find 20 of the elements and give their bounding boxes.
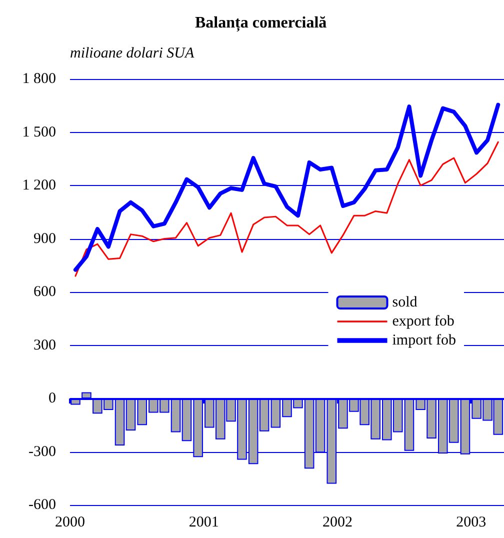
line-series (74, 141, 499, 277)
y-tick-label: 1 800 (22, 71, 56, 87)
y-tick-label: 1 200 (22, 178, 56, 194)
y-tick-label: 900 (34, 230, 56, 247)
x-tick-label: 2000 (55, 514, 85, 530)
legend-label: sold (392, 294, 418, 310)
x-tick-label: 2002 (322, 514, 352, 530)
y-tick-label: 300 (34, 337, 56, 354)
y-tick-label: 1 500 (22, 124, 56, 140)
y-tick-label: -300 (28, 444, 56, 460)
y-axis-title: milioane dolari SUA (70, 46, 195, 62)
chart-title: Balanța comercială (195, 14, 327, 32)
x-tick-label: 2003 (456, 514, 486, 530)
y-tick-label: 600 (34, 284, 56, 300)
legend-label: import fob (392, 332, 456, 348)
x-tick-label: 2001 (188, 514, 219, 530)
y-tick-label: -600 (28, 497, 56, 513)
y-tick-label: 0 (48, 390, 56, 406)
line-series (73, 102, 500, 272)
legend-label: export fob (392, 314, 454, 330)
